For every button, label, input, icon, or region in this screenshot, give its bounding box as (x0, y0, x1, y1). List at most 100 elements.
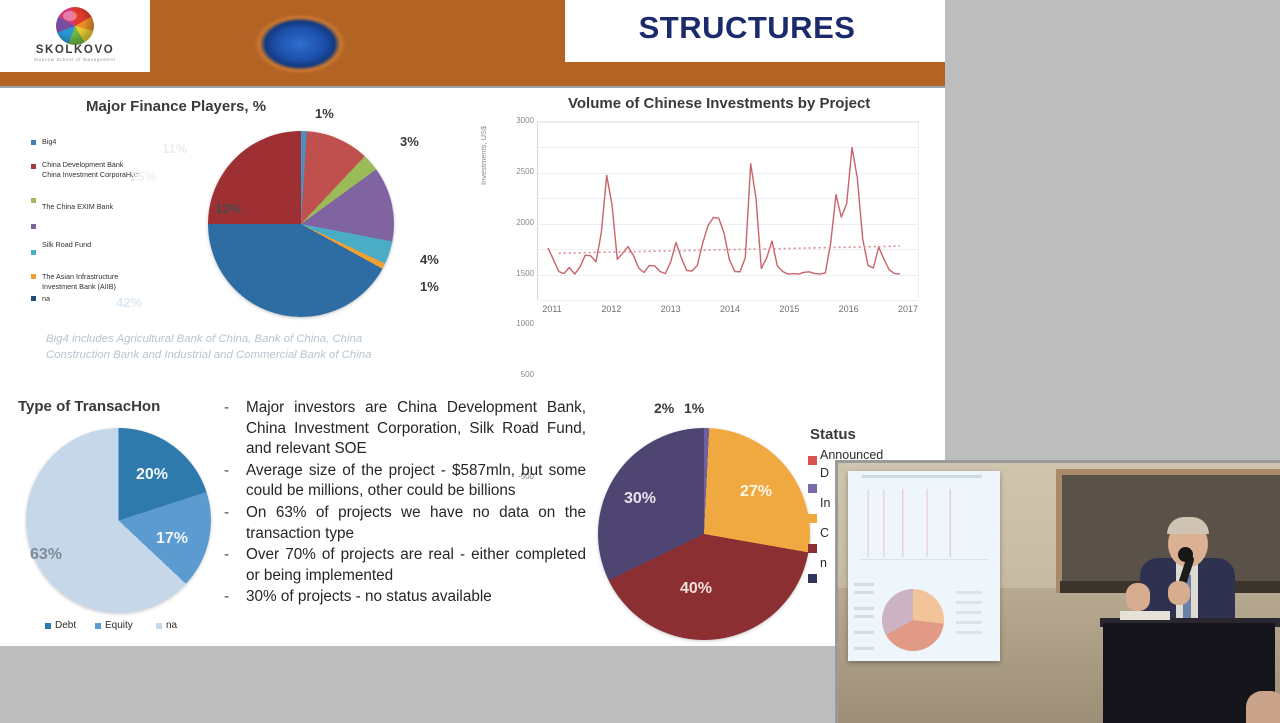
pie2-legend-label-debt: Debt (55, 620, 77, 631)
gridline: 2500 (516, 147, 918, 176)
podium-top (1100, 618, 1280, 627)
pie1-slice-label-3: 3% (400, 134, 419, 149)
x-axis-tick: 2012 (601, 304, 622, 314)
legend-label-aiib: The Asian Infrastructure Investment Bank… (42, 272, 119, 291)
y-axis-tick: 1000 (516, 319, 534, 329)
y-axis-tick: 1500 (516, 268, 534, 278)
pie2-legend-swatch-debt (45, 623, 51, 629)
projected-slide-title (862, 475, 982, 478)
header-divider (0, 86, 945, 88)
legend-label-cdb: China Development Bank China Investment … (42, 160, 140, 179)
linechart-series-svg (547, 146, 901, 275)
pie2-slice-label-20: 20% (136, 466, 169, 483)
projected-text-1 (854, 583, 874, 586)
gridline: 3000 (516, 116, 918, 125)
slide-header: SKOLKOVO Moscow School of Management STR… (0, 0, 945, 88)
bullet-item-5: 30% of projects - no status available (218, 587, 586, 608)
x-axis-tick: 2015 (779, 304, 800, 314)
y-axis-tick: 3000 (516, 116, 534, 125)
legend-swatch-cdb (31, 164, 36, 169)
chart-status: 2% 1% 27% 40% 30% Status Announced D In … (592, 398, 942, 646)
legend-label-na: na (42, 294, 50, 303)
legend-swatch-aiib (31, 274, 36, 279)
pie1-graphic (208, 131, 394, 317)
video-projection-screen (848, 471, 1000, 661)
pie2-graphic (26, 428, 211, 613)
microphone-head-icon (1178, 547, 1193, 562)
pie3-legend-swatch-d (808, 484, 817, 493)
projected-legend-5 (956, 631, 982, 634)
chart1-title: Major Finance Players, % (86, 98, 267, 115)
projected-text-2 (854, 591, 874, 594)
pie3-slice-label-27: 27% (740, 483, 773, 500)
bullet-item-4: Over 70% of projects are real - either c… (218, 545, 586, 586)
legend-swatch-exim (31, 198, 36, 203)
bullet-item-2: Average size of the project - $587mln, b… (218, 461, 586, 502)
projected-legend-3 (956, 611, 982, 614)
bullet-text-3: On 63% of projects we have no data on th… (246, 503, 586, 542)
legend-label-silkroad: Silk Road Fund (42, 240, 92, 249)
pie1-slice-label-42: 42% (116, 295, 143, 310)
speaker-hair (1167, 517, 1209, 534)
gridline: 1500 (516, 198, 918, 278)
pie3-legend-label-d: D (820, 466, 830, 480)
legend-swatch-unnamed (31, 224, 36, 229)
pie1-slice-label-11: 11% (162, 141, 188, 156)
pie3-graphic (598, 428, 810, 640)
bullet-text-2: Average size of the project - $587mln, b… (246, 461, 586, 500)
header-title-box: STRUCTURES (565, 0, 945, 62)
chart-type-of-transaction: Type of TransacHon 20% 17% 63% Debt Equi… (18, 398, 223, 643)
projected-text-5 (854, 631, 874, 634)
speaker-right-hand (1168, 581, 1190, 605)
gridline: 2000 (516, 172, 918, 227)
pie2-legend-label-na: na (166, 620, 178, 631)
legend-label-exim: The China EXIM Bank (42, 202, 114, 211)
pie2-legend-swatch-na (156, 623, 162, 629)
logo-subtitle: Moscow School of Management (34, 57, 116, 62)
pie2-legend-label-equity: Equity (105, 620, 133, 631)
projected-legend-1 (956, 591, 982, 594)
pie1-slice-label-13: 13% (215, 201, 242, 216)
gridline: -500 (518, 300, 918, 481)
pie3-legend-title: Status (810, 426, 856, 443)
pie3-legend-label-in: In (820, 496, 831, 510)
pie3-legend-swatch-n (808, 574, 817, 583)
pie1-slice-label-1b: 1% (420, 279, 439, 294)
pie3-slice-label-30: 30% (624, 490, 657, 507)
speaker-left-hand (1126, 583, 1150, 611)
pie3-slice-label-1: 1% (684, 400, 705, 416)
pie3-legend-swatch-c (808, 544, 817, 553)
bullet-list: Major investors are China Development Ba… (218, 398, 586, 609)
projected-text-3 (854, 607, 874, 610)
bullet-text-1: Major investors are China Development Ba… (246, 399, 586, 458)
audience-member (1246, 691, 1280, 723)
linechart-title: Volume of Chinese Investments by Project (568, 95, 871, 112)
skolkovo-logo: SKOLKOVO Moscow School of Management (0, 0, 150, 72)
legend-swatch-silkroad (31, 250, 36, 255)
projected-text-6 (854, 647, 874, 650)
podium-papers (1120, 611, 1170, 620)
pie2-slice-label-17: 17% (156, 530, 189, 547)
slide-title: STRUCTURES (638, 10, 856, 45)
x-axis-tick: 2017 (897, 304, 919, 314)
pie1-slice-label-25: 25% (130, 169, 157, 184)
bullet-text-4: Over 70% of projects are real - either c… (246, 546, 586, 584)
pie1-slice-label-4: 4% (420, 252, 439, 267)
pie3-slice-label-40: 40% (680, 580, 713, 597)
projected-line-chart (860, 489, 988, 557)
gridline: 1000 (516, 223, 918, 328)
chart-volume-chinese-investments: Volume of Chinese Investments by Project… (479, 93, 938, 481)
pie3-legend-label-n: n (820, 556, 827, 570)
legend-label-big4: Big4 (42, 137, 57, 146)
y-axis-tick: 2000 (516, 217, 534, 227)
legend-swatch-na (31, 296, 36, 301)
projected-legend-4 (956, 621, 982, 624)
pie3-legend-label-announced: Announced (820, 448, 884, 462)
x-axis-tick: 2011 (542, 304, 562, 314)
chart-major-finance-players: Major Finance Players, % Big4 China Deve… (18, 96, 478, 396)
logo-sphere-icon (56, 7, 94, 45)
y-axis-tick: 2500 (516, 166, 534, 176)
pie3-legend-swatch-in (808, 514, 817, 523)
speaker-video-overlay[interactable] (835, 460, 1280, 723)
logo-wordmark: SKOLKOVO (35, 44, 115, 56)
